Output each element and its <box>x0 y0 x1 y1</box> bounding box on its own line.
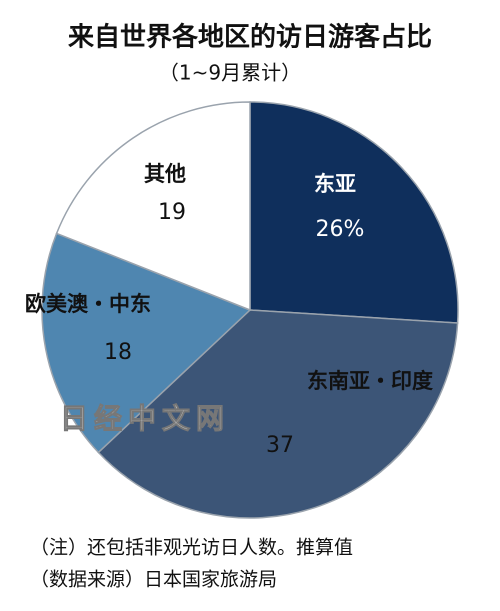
watermark: 日经中文网 <box>60 402 230 435</box>
slice <box>41 232 252 454</box>
slice <box>97 309 459 519</box>
labels: 东亚 26% 东南亚・印度 37 欧美澳・中东 18 其他 19 <box>25 162 433 458</box>
value-label: 18 <box>104 340 132 365</box>
note: （注）还包括非观光访日人数。推算值 <box>30 537 353 559</box>
slice <box>55 101 251 312</box>
slice-label: 其他 <box>144 162 186 186</box>
slice-label: 东亚 <box>314 172 356 196</box>
slice-label: 欧美澳・中东 <box>25 292 151 316</box>
chart-subtitle: （1~9月累计） <box>159 61 301 85</box>
chart-title: 来自世界各地区的访日游客占比 <box>68 22 432 53</box>
pie <box>41 101 459 519</box>
value-label: 37 <box>266 433 294 458</box>
slice <box>249 101 459 324</box>
value-label: 26% <box>316 217 365 242</box>
value-label: 19 <box>158 200 186 225</box>
note: （数据来源）日本国家旅游局 <box>30 569 277 591</box>
slice-label: 东南亚・印度 <box>307 369 433 393</box>
